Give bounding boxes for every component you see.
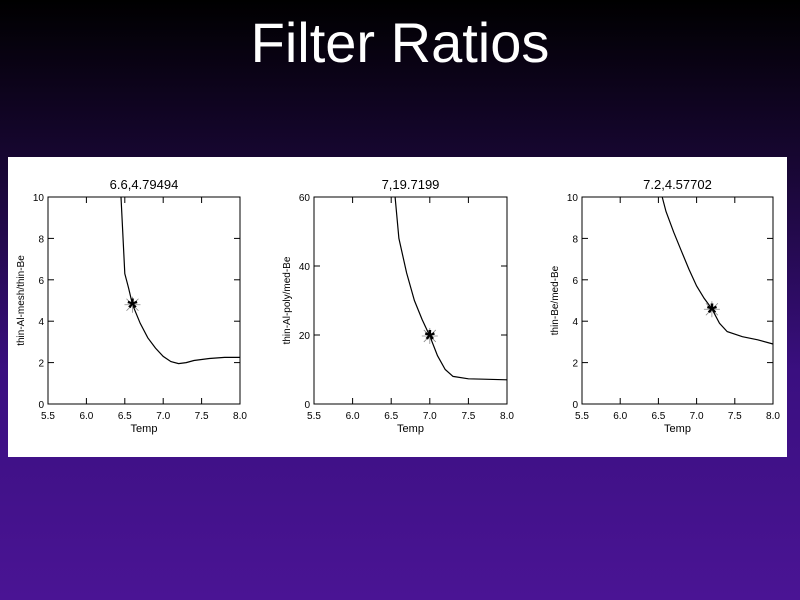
x-tick-label: 6.0	[613, 411, 627, 422]
x-tick-label: 5.5	[307, 411, 321, 422]
x-tick-label: 5.5	[575, 411, 589, 422]
marker-cross-stroke	[705, 302, 719, 316]
asterisk-marker: *	[707, 297, 718, 327]
x-tick-label: 7.5	[728, 411, 742, 422]
best-fit-marker: *	[421, 324, 438, 354]
x-tick-label: 8.0	[766, 411, 780, 422]
y-axis-label: thin-Be/med-Be	[550, 265, 561, 335]
y-tick-label: 6	[38, 276, 44, 287]
x-tick-label: 7.5	[461, 411, 475, 422]
x-tick-label: 8.0	[233, 411, 247, 422]
y-tick-label: 0	[304, 400, 310, 411]
figure-panel: 6.6,4.79494 5.5 6.0 6.5 7.0 7.5 8.0 0 2 4 6 8 10 Temp…	[8, 157, 787, 457]
x-tick-label: 7.0	[423, 411, 437, 422]
x-tick-label: 6.5	[118, 411, 132, 422]
best-fit-marker: *	[124, 293, 141, 323]
x-tick-label: 6.0	[346, 411, 360, 422]
chart-2: 7,19.7199 5.5 6.0 6.5 7.0 7.5 8.0 0 20 40 60 Temp th…	[282, 177, 514, 435]
marker-cross-stroke	[423, 329, 437, 343]
ratio-curve-line	[120, 196, 240, 365]
x-tick-label: 6.5	[651, 411, 665, 422]
y-tick-label: 0	[572, 400, 578, 411]
chart-1: 6.6,4.79494 5.5 6.0 6.5 7.0 7.5 8.0 0 2 4 6 8 10 Temp…	[16, 177, 247, 435]
y-tick-label: 0	[38, 400, 44, 411]
chart-title: 6.6,4.79494	[110, 177, 179, 192]
y-tick-label: 8	[572, 234, 578, 245]
ratio-curve-line	[394, 196, 508, 381]
y-tick-label: 2	[572, 359, 578, 370]
y-tick-label: 40	[299, 262, 311, 273]
plot-frame	[313, 196, 508, 405]
x-axis-label: Temp	[131, 423, 158, 435]
filter-ratio-charts: 6.6,4.79494 5.5 6.0 6.5 7.0 7.5 8.0 0 2 4 6 8 10 Temp…	[16, 177, 780, 435]
y-axis-label: thin-Al-poly/med-Be	[282, 256, 293, 344]
y-tick-label: 4	[572, 317, 578, 328]
chart-3: 7.2,4.57702 5.5 6.0 6.5 7.0 7.5 8.0 0 2 4 6 8 10 Temp…	[550, 177, 780, 435]
marker-cross-stroke	[126, 298, 139, 312]
y-tick-label: 20	[299, 331, 311, 342]
x-tick-label: 7.0	[156, 411, 170, 422]
y-tick-label: 2	[38, 359, 44, 370]
chart-title: 7,19.7199	[382, 177, 440, 192]
y-tick-label: 60	[299, 193, 311, 204]
asterisk-marker: *	[425, 324, 436, 354]
x-tick-label: 6.0	[79, 411, 93, 422]
y-tick-label: 10	[567, 193, 579, 204]
x-tick-label: 6.5	[384, 411, 398, 422]
x-tick-label: 7.0	[690, 411, 704, 422]
plot-frame	[47, 196, 241, 405]
x-tick-label: 8.0	[500, 411, 514, 422]
chart-title: 7.2,4.57702	[643, 177, 712, 192]
y-tick-label: 6	[572, 276, 578, 287]
y-axis-label: thin-Al-mesh/thin-Be	[16, 255, 27, 346]
y-tick-label: 10	[33, 193, 45, 204]
slide-title: Filter Ratios	[250, 11, 550, 74]
x-axis-label: Temp	[664, 423, 691, 435]
y-tick-label: 4	[38, 317, 44, 328]
best-fit-marker: *	[703, 297, 720, 327]
asterisk-marker: *	[127, 293, 138, 323]
plot-frame	[581, 196, 774, 405]
x-axis-label: Temp	[397, 423, 424, 435]
ratio-curve-line	[661, 196, 774, 345]
x-tick-label: 5.5	[41, 411, 55, 422]
x-tick-label: 7.5	[195, 411, 209, 422]
y-tick-label: 8	[38, 234, 44, 245]
